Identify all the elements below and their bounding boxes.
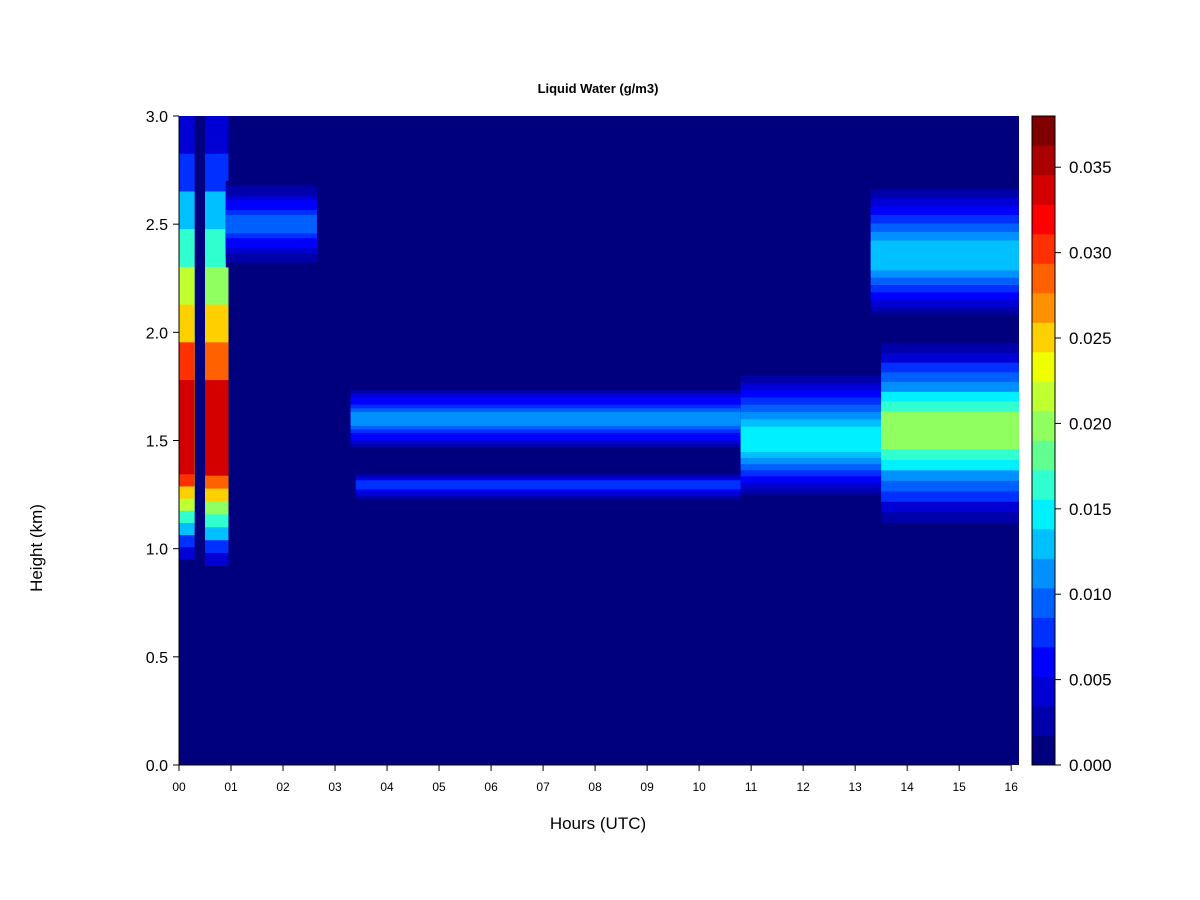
colorbar-tick-label: 0.020 xyxy=(1069,414,1112,433)
x-axis-label: Hours (UTC) xyxy=(550,814,646,833)
x-tick-label: 16 xyxy=(1005,780,1019,794)
colorbar-segment xyxy=(1032,617,1055,648)
x-tick-label: 05 xyxy=(432,780,446,794)
x-tick-label: 10 xyxy=(692,780,706,794)
heatmap-feature-upper-layer-early xyxy=(225,180,317,268)
colorbar-segment xyxy=(1032,529,1055,559)
heatmap-cell xyxy=(355,481,741,488)
colorbar-frame xyxy=(1031,115,1056,766)
colorbar-segment xyxy=(1032,676,1055,707)
colorbar-segment xyxy=(1032,558,1055,589)
colorbar-segment xyxy=(1032,234,1055,264)
x-tick-label: 04 xyxy=(380,780,394,794)
y-axis-label: Height (km) xyxy=(27,504,46,592)
heatmap-cell xyxy=(870,240,1019,271)
heatmap-cell xyxy=(225,214,317,234)
y-tick-label: 2.5 xyxy=(146,217,168,234)
colorbar-segment xyxy=(1032,145,1055,176)
colorbar-segment xyxy=(1032,116,1055,146)
colorbar-segment xyxy=(1032,175,1055,205)
x-tick-label: 03 xyxy=(328,780,342,794)
y-tick-label: 1.0 xyxy=(146,542,168,559)
x-tick-label: 08 xyxy=(588,780,602,794)
colorbar-segment xyxy=(1032,322,1055,353)
heatmap-feature-main-layer-upper-band xyxy=(350,386,741,452)
y-tick-label: 1.5 xyxy=(146,434,168,451)
heatmap-feature-thick-layer-late xyxy=(881,343,1019,523)
y-tick-label: 3.0 xyxy=(146,109,168,126)
colorbar-tick-label: 0.035 xyxy=(1069,158,1112,177)
y-tick-label: 0.5 xyxy=(146,650,168,667)
x-tick-label: 14 xyxy=(900,780,914,794)
heatmap-feature-upper-layer-late xyxy=(870,180,1019,322)
colorbar-segment xyxy=(1032,263,1055,294)
colorbar-segment xyxy=(1032,411,1055,441)
x-tick-label: 11 xyxy=(745,780,758,794)
heatmap-cell xyxy=(179,380,195,475)
heatmap-cell xyxy=(205,380,229,476)
colorbar-segment xyxy=(1032,735,1055,766)
colorbar-tick-label: 0.025 xyxy=(1069,329,1112,348)
colorbar-tick-label: 0.030 xyxy=(1069,244,1112,263)
colorbar-segment xyxy=(1032,352,1055,382)
x-tick-label: 01 xyxy=(224,780,238,794)
heatmap-feature-early-cloud-column-1 xyxy=(179,116,195,560)
x-tick-label: 15 xyxy=(953,780,967,794)
colorbar-tick-label: 0.000 xyxy=(1069,756,1112,775)
colorbar-tick-label: 0.005 xyxy=(1069,671,1112,690)
colorbar-segment xyxy=(1032,440,1055,471)
x-tick-label: 02 xyxy=(276,780,290,794)
colorbar-segment xyxy=(1032,293,1055,323)
heatmap-feature-early-cloud-column-2 xyxy=(205,116,229,566)
colorbar-segment xyxy=(1032,706,1055,736)
x-tick-label: 09 xyxy=(640,780,654,794)
x-tick-label: 13 xyxy=(848,780,862,794)
heatmap-cell xyxy=(881,411,1019,450)
colorbar-segment xyxy=(1032,204,1055,235)
heatmap-cell xyxy=(350,411,741,426)
colorbar: 0.000 0.005 0.010 0.015 0.020 0.025 0.030 0.035 xyxy=(1031,115,1112,775)
colorbar-tick-label: 0.010 xyxy=(1069,585,1112,604)
y-axis: 0.0 0.5 1.0 1.5 2.0 2.5 3.0 xyxy=(146,109,180,775)
plot-area xyxy=(179,116,1019,765)
colorbar-segment xyxy=(1032,588,1055,618)
x-tick-label: 00 xyxy=(172,780,186,794)
x-tick-label: 06 xyxy=(484,780,498,794)
colorbar-segment xyxy=(1032,647,1055,677)
colorbar-segment xyxy=(1032,499,1055,530)
heatmap-cell xyxy=(740,426,882,452)
colorbar-segment xyxy=(1032,381,1055,412)
y-tick-label: 0.0 xyxy=(146,758,168,775)
x-tick-label: 07 xyxy=(536,780,550,794)
colorbar-segment xyxy=(1032,470,1055,500)
x-tick-label: 12 xyxy=(796,780,810,794)
x-axis: 00 01 02 03 04 05 06 07 08 09 10 11 12 13 14 15 16 xyxy=(172,764,1019,794)
chart-title: Liquid Water (g/m3) xyxy=(538,81,659,96)
y-tick-label: 2.0 xyxy=(146,325,168,342)
heatmap-feature-main-layer-lower-band xyxy=(355,472,741,502)
colorbar-tick-label: 0.015 xyxy=(1069,500,1112,519)
heatmap-feature-merged-layer-afternoon xyxy=(740,375,882,495)
